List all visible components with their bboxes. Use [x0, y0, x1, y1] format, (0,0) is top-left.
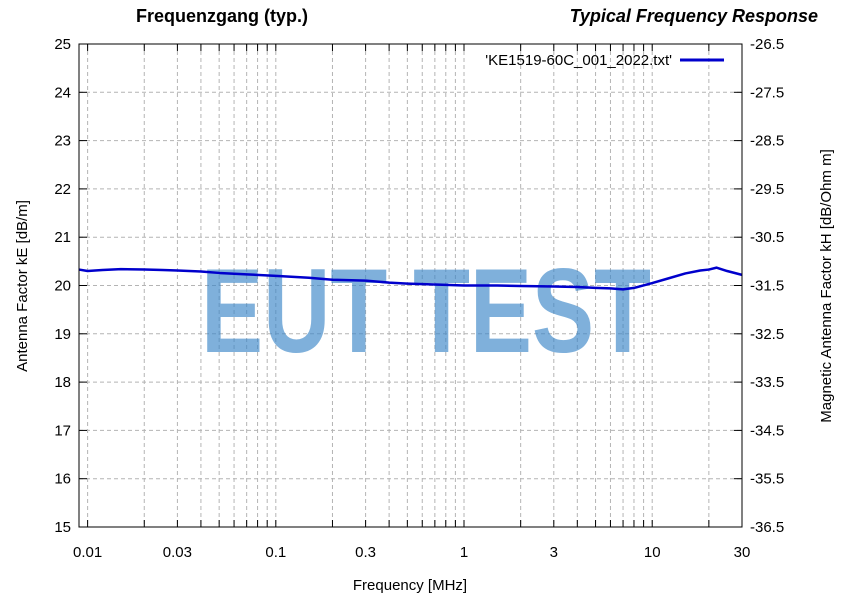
- x-tick-labels: 0.01 0.03 0.1 0.3 1 3 10 30: [73, 544, 750, 561]
- x-tick-label: 10: [644, 544, 661, 561]
- x-tick-label: 0.01: [73, 544, 102, 561]
- y2-tick-label: -32.5: [750, 326, 784, 343]
- y-tick-label: 21: [54, 229, 71, 246]
- legend: 'KE1519-60C_001_2022.txt': [485, 52, 724, 69]
- y2-tick-label: -29.5: [750, 181, 784, 198]
- x-tick-label: 3: [550, 544, 558, 561]
- y2-tick-labels: -36.5 -35.5 -34.5 -33.5 -32.5 -31.5 -30.5 -29.5…: [750, 36, 784, 536]
- legend-label: 'KE1519-60C_001_2022.txt': [485, 52, 672, 69]
- watermark: EUT TEST: [201, 244, 651, 378]
- y2-tick-label: -36.5: [750, 519, 784, 536]
- y2-tick-label: -27.5: [750, 84, 784, 101]
- tick-marks: [78, 43, 743, 528]
- y-tick-label: 20: [54, 278, 71, 295]
- y2-axis-label: Magnetic Antenna Factor kH [dB/Ohm m]: [818, 149, 835, 422]
- y2-tick-label: -28.5: [750, 133, 784, 150]
- y-tick-label: 16: [54, 471, 71, 488]
- x-tick-label: 0.3: [355, 544, 376, 561]
- x-tick-label: 0.1: [265, 544, 286, 561]
- y-tick-label: 25: [54, 36, 71, 53]
- y-tick-label: 24: [54, 84, 71, 101]
- y2-tick-label: -34.5: [750, 422, 784, 439]
- series-line: [78, 266, 743, 291]
- y-tick-label: 18: [54, 374, 71, 391]
- y-tick-labels: 15 16 17 18 19 20 21 22 23 24 25: [54, 36, 71, 536]
- y-tick-label: 23: [54, 133, 71, 150]
- y-axis-label: Antenna Factor kE [dB/m]: [14, 200, 31, 372]
- y-tick-label: 17: [54, 422, 71, 439]
- x-tick-label: 30: [734, 544, 751, 561]
- y2-tick-label: -35.5: [750, 471, 784, 488]
- x-axis-label: Frequency [MHz]: [353, 577, 467, 594]
- y-tick-label: 22: [54, 181, 71, 198]
- series-layer: [78, 266, 743, 291]
- x-tick-label: 0.03: [163, 544, 192, 561]
- y-tick-label: 15: [54, 519, 71, 536]
- y2-tick-label: -26.5: [750, 36, 784, 53]
- title-left: Frequenzgang (typ.): [136, 6, 308, 26]
- x-tick-label: 1: [460, 544, 468, 561]
- y-tick-label: 19: [54, 326, 71, 343]
- y2-tick-label: -33.5: [750, 374, 784, 391]
- y2-tick-label: -31.5: [750, 278, 784, 295]
- y2-tick-label: -30.5: [750, 229, 784, 246]
- title-right: Typical Frequency Response: [570, 6, 818, 26]
